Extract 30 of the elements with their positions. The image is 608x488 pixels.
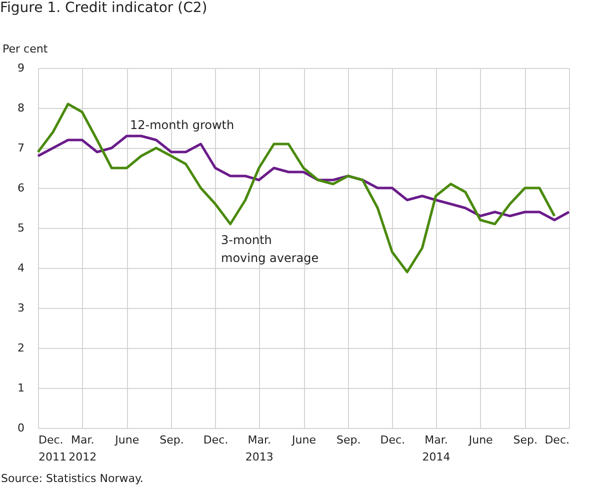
x-tick-label: Dec. 2011 <box>38 434 66 464</box>
annotation: 12-month growth <box>130 118 234 132</box>
x-tick-label: Mar. 2013 <box>245 434 274 464</box>
y-tick-label: 4 <box>18 262 24 274</box>
y-tick-label: 0 <box>18 422 24 434</box>
chart-title: Figure 1. Credit indicator (C2) <box>0 0 208 16</box>
line-series <box>36 134 570 222</box>
y-axis-title: Per cent <box>2 42 48 56</box>
x-tick-label: Mar. 2012 <box>68 434 97 464</box>
y-tick-label: 7 <box>18 142 24 154</box>
y-tick-label: 8 <box>18 102 24 114</box>
line-series <box>36 102 556 274</box>
y-tick-label: 2 <box>18 342 24 354</box>
x-tick-label: June <box>114 434 140 446</box>
x-tick-label: Sep. <box>513 434 538 446</box>
annotation: 3-month moving average <box>221 233 319 265</box>
x-tick-label: Dec. <box>544 434 570 446</box>
source-note: Source: Statistics Norway. <box>1 472 144 485</box>
y-tick-label: 1 <box>18 382 24 394</box>
x-tick-label: June <box>468 434 494 446</box>
y-tick-label: 6 <box>18 182 24 194</box>
x-tick-label: Dec. <box>203 434 228 446</box>
x-tick-label: June <box>291 434 316 446</box>
x-tick-label: Dec. <box>380 434 406 446</box>
x-tick-label: Mar. 2014 <box>422 434 450 464</box>
y-tick-label: 5 <box>18 222 24 234</box>
x-tick-label: Sep. <box>160 434 184 446</box>
x-tick-label: Sep. <box>336 434 361 446</box>
y-tick-label: 9 <box>18 62 24 74</box>
y-tick-label: 3 <box>18 302 24 314</box>
